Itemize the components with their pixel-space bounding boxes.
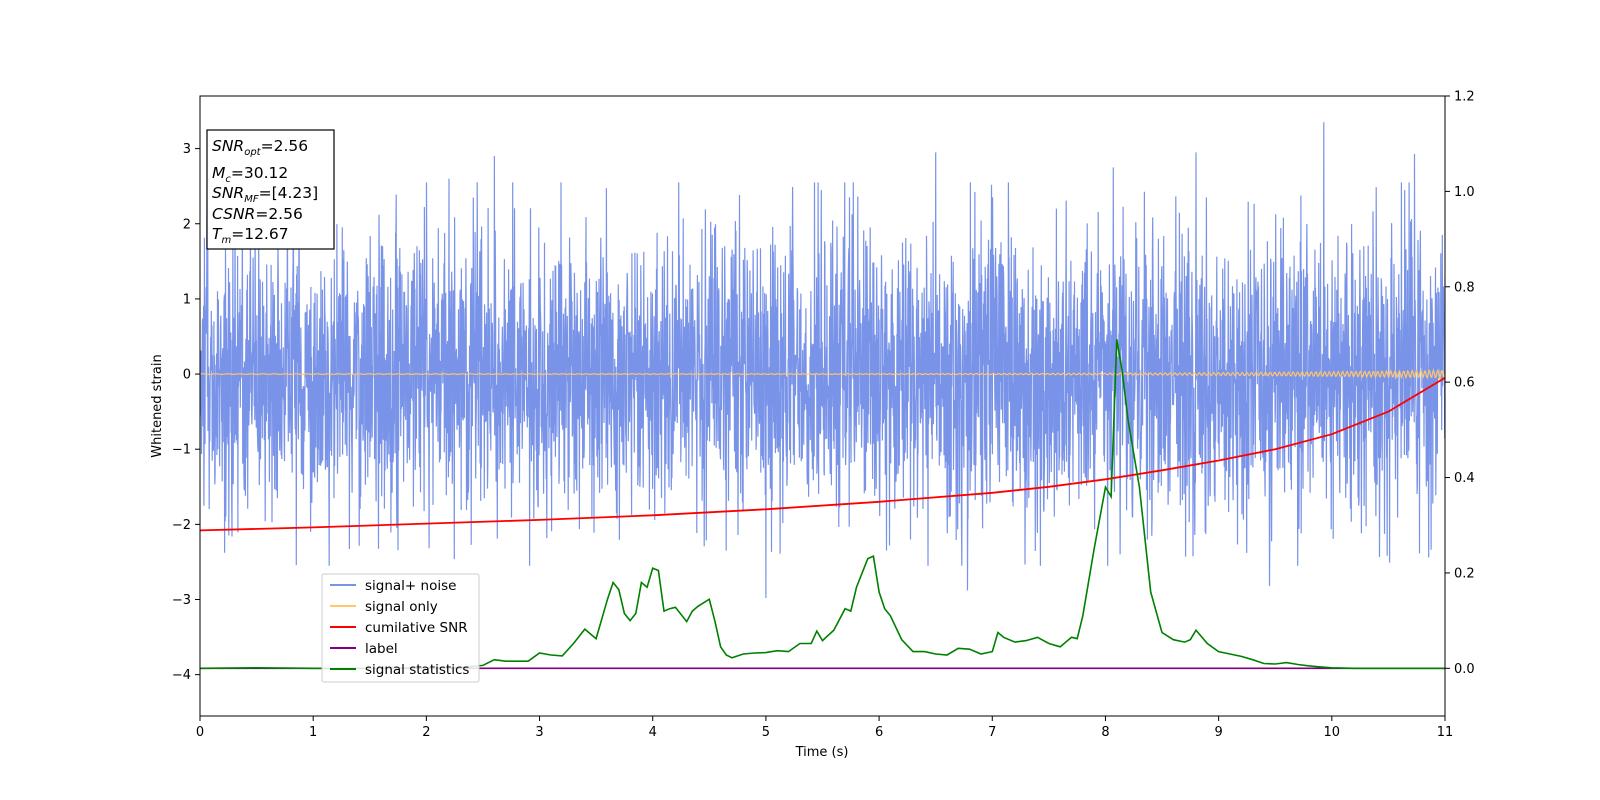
- y-tick-label: −4: [172, 668, 191, 683]
- x-axis: 0 1 2 3 4 5 6 7 8 9 10 11: [196, 716, 1453, 740]
- x-tick-label: 9: [1214, 725, 1222, 740]
- plot-frame: [199, 95, 1446, 717]
- legend-label-signal-only: signal only: [365, 599, 438, 615]
- y-axis-label: Whitened strain: [150, 354, 165, 457]
- series-signal-statistics: [200, 339, 1445, 670]
- x-tick-label: 5: [762, 725, 770, 740]
- y2-tick-label: 0.8: [1454, 280, 1475, 295]
- y-tick-label: −1: [172, 443, 191, 458]
- y-tick-label: −3: [172, 593, 191, 608]
- series-cumilative-snr: [200, 377, 1445, 532]
- info-snr-mf: SNRMF=[4.23]: [212, 184, 318, 205]
- info-mc: Mc=30.12: [212, 164, 288, 185]
- y-tick-label: −2: [172, 518, 191, 533]
- y-tick-label: 1: [183, 292, 191, 307]
- x-tick-label: 2: [422, 725, 430, 740]
- y2-tick-label: 0.0: [1454, 662, 1475, 677]
- series-signal-noise: [200, 122, 1445, 599]
- series-signal-only: [200, 368, 1445, 381]
- y-tick-label: 3: [183, 142, 191, 157]
- y2-tick-label: 0.2: [1454, 566, 1475, 581]
- x-tick-label: 8: [1101, 725, 1109, 740]
- x-tick-label: 0: [196, 725, 204, 740]
- x-tick-label: 7: [988, 725, 996, 740]
- y-tick-label: 2: [183, 217, 191, 232]
- y2-tick-label: 0.6: [1454, 376, 1475, 391]
- x-axis-label: Time (s): [795, 745, 849, 760]
- legend-label-cumilative-snr: cumilative SNR: [365, 620, 468, 636]
- y2-tick-label: 1.0: [1454, 185, 1475, 200]
- x-tick-label: 1: [309, 725, 317, 740]
- y2-tick-label: 0.4: [1454, 471, 1475, 486]
- info-snr-opt: SNRopt=2.56: [212, 137, 308, 158]
- y2-axis: 0.0 0.2 0.4 0.6 0.8 1.0 1.2: [1445, 90, 1475, 677]
- y-tick-label: 0: [183, 368, 191, 383]
- legend-label-signal-noise: signal+ noise: [365, 578, 456, 594]
- legend-label-label: label: [365, 641, 398, 657]
- x-tick-label: 4: [649, 725, 657, 740]
- x-tick-label: 6: [875, 725, 883, 740]
- x-tick-label: 11: [1437, 725, 1454, 740]
- legend-label-signal-statistics: signal statistics: [365, 662, 469, 678]
- info-csnr: CSNR=2.56: [212, 205, 303, 223]
- x-tick-label: 10: [1324, 725, 1341, 740]
- y2-tick-label: 1.2: [1454, 90, 1475, 105]
- x-tick-label: 3: [535, 725, 543, 740]
- legend: signal+ noise signal only cumilative SNR la…: [321, 573, 480, 683]
- info-box: SNRopt=2.56 Mc=30.12 SNRMF=[4.23] CSNR=2…: [206, 129, 335, 250]
- y-axis: −4 −3 −2 −1 0 1 2 3: [172, 142, 200, 683]
- info-tm: Tm=12.67: [212, 225, 289, 246]
